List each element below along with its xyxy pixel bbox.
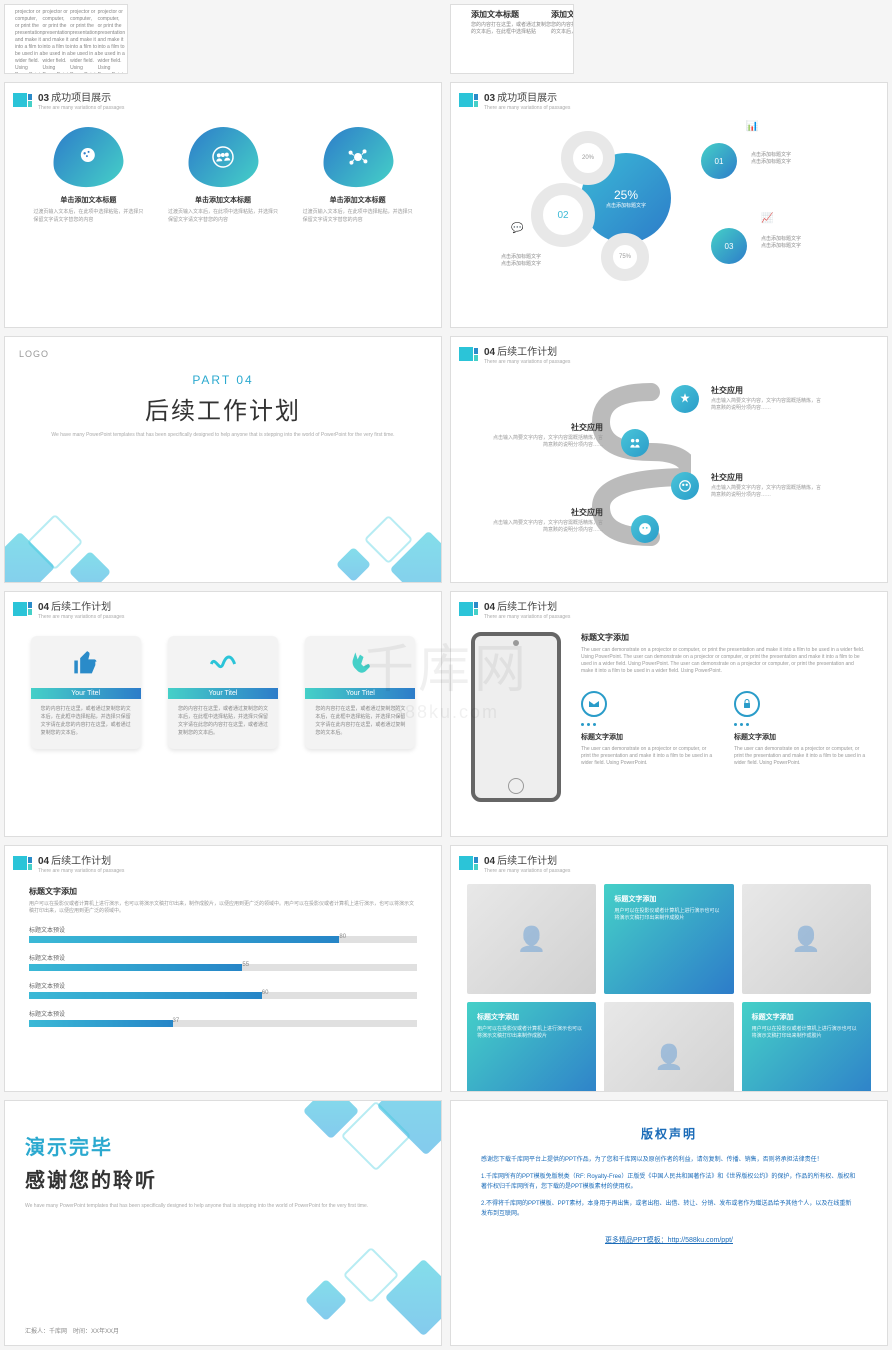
- wave-icon: [209, 650, 237, 678]
- slide-12-copyright: 版权声明 感谢您下载千库网平台上提供的PPT作品，为了您和千库网以及原创作者的利…: [450, 1100, 888, 1346]
- slide-4-bubbles: 03成功项目展示There are many variations of pas…: [450, 82, 888, 328]
- slide-8-phone: 04后续工作计划There are many variations of pas…: [450, 591, 888, 837]
- phone-col-1: 标题文字添加 The user can demonstrate on a pro…: [581, 691, 714, 767]
- slide-header: 04后续工作计划There are many variations of pas…: [451, 846, 887, 876]
- node-3: [671, 472, 699, 500]
- phone-mockup: [471, 632, 561, 802]
- slide-header: 04后续工作计划There are many variations of pas…: [451, 337, 887, 367]
- slide-5-divider: LOGO PART 04 后续工作计划 We have many PowerPo…: [4, 336, 442, 582]
- bar-row: 标题文本预设 55: [29, 953, 417, 971]
- slide-header: 04后续工作计划There are many variations of pas…: [5, 592, 441, 622]
- slide-header: 03成功项目展示There are many variations of pas…: [451, 83, 887, 113]
- head-icon: [75, 144, 101, 170]
- network-icon: [345, 144, 371, 170]
- slide-partial-2: 添加文本标题 您的内容打在这里，或者通过复制您的文本后，在此框中选择粘贴 添加文…: [450, 4, 574, 74]
- muscle-icon: [346, 650, 374, 678]
- thumbs-up-icon: [72, 650, 100, 678]
- bar-row: 标题文本预设 80: [29, 925, 417, 943]
- photo-2: [742, 884, 871, 994]
- slide-header: 03成功项目展示 There are many variations of pa…: [5, 83, 441, 113]
- bar-chart-icon: 📊: [746, 121, 758, 132]
- bar-row: 标题文本预设 37: [29, 1009, 417, 1027]
- text-box-2: 标题文字添加用户可以在投影仪或者计算机上进行演示也可以将演示文稿打印出来制作成胶…: [467, 1002, 596, 1091]
- slide-partial-1: projector or computer, or print the pres…: [4, 4, 128, 74]
- chat-icon: 💬: [511, 223, 523, 234]
- photo-1: [467, 884, 596, 994]
- bar-row: 标题文本预设 60: [29, 981, 417, 999]
- slide-10-grid: 04后续工作计划There are many variations of pas…: [450, 845, 888, 1091]
- slide-header: 04后续工作计划There are many variations of pas…: [451, 592, 887, 622]
- blob-item-3: 单击添加文本标题 过渡页输入文本后，在此项中选择粘贴，并选择只保留文字请文字替您…: [303, 127, 413, 224]
- slide-6-curve: 04后续工作计划There are many variations of pas…: [450, 336, 888, 582]
- lock-icon: [734, 691, 760, 717]
- photo-3: [604, 1002, 733, 1091]
- card-3: Your Titel 您的内容打在这里，或者通过复制您的文本后，在此框中选择粘贴…: [305, 636, 415, 749]
- num-01: 01: [701, 143, 737, 179]
- phone-col-2: 标题文字添加 The user can demonstrate on a pro…: [734, 691, 867, 767]
- slide-header: 04后续工作计划There are many variations of pas…: [5, 846, 441, 876]
- text-box-3: 标题文字添加用户可以在投影仪或者计算机上进行演示也可以将演示文稿打印出来制作成胶…: [742, 1002, 871, 1091]
- num-03: 03: [711, 228, 747, 264]
- blob-item-2: 单击添加文本标题 过渡页输入文本后，在此项中选择粘贴，并选择只保留文字请文字替您…: [168, 127, 278, 224]
- bubble-3: 75%: [601, 233, 649, 281]
- line-chart-icon: 📈: [761, 213, 773, 224]
- bubble-2: 02: [531, 183, 595, 247]
- mail-icon: [581, 691, 607, 717]
- node-1: [671, 385, 699, 413]
- bubble-1: 20%: [561, 131, 615, 185]
- ppt-link[interactable]: 更多精品PPT模板：http://588ku.com/ppt/: [481, 1235, 857, 1245]
- card-1: Your Titel 您的内容打在这里，或者通过复制您的文本后，在此框中选择粘贴…: [31, 636, 141, 749]
- text-box-1: 标题文字添加用户可以在投影仪或者计算机上进行演示也可以将演示文稿打印出来制作成胶…: [604, 884, 733, 994]
- blob-item-1: 单击添加文本标题 过渡页输入文本后，在此项中选择粘贴，并选择只保留文字请文字替您…: [33, 127, 143, 224]
- slide-7-cards: 04后续工作计划There are many variations of pas…: [4, 591, 442, 837]
- card-2: Your Titel 您的内容打在这里，或者通过复制您的文本后，在此框中选择粘贴…: [168, 636, 278, 749]
- people-icon: [210, 144, 236, 170]
- slide-3-blobs: 03成功项目展示 There are many variations of pa…: [4, 82, 442, 328]
- slide-11-thanks: 演示完毕 感谢您的聆听 We have many PowerPoint temp…: [4, 1100, 442, 1346]
- logo-text: LOGO: [19, 349, 49, 359]
- slide-9-bars: 04后续工作计划There are many variations of pas…: [4, 845, 442, 1091]
